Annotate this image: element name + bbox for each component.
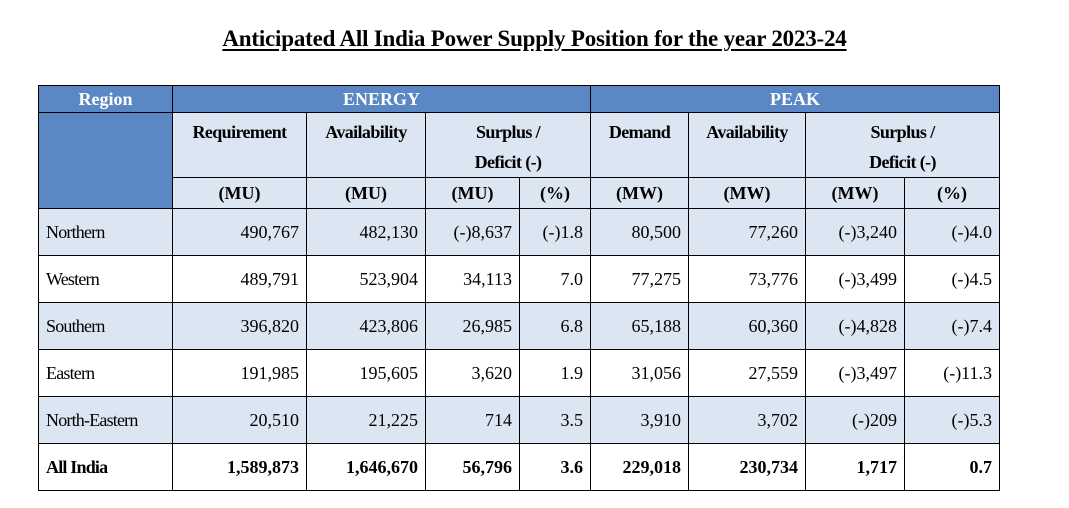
surplus-pct-cell: 3.5 xyxy=(518,396,592,444)
requirement-header: Requirement xyxy=(172,112,307,178)
energy-header: ENERGY xyxy=(171,85,592,113)
peak-surplus-cell: (-)3,499 xyxy=(805,255,906,303)
peak-header: PEAK xyxy=(590,85,1001,113)
peak-pct-cell: (-)5.3 xyxy=(904,396,1001,444)
requirement-cell: 396,820 xyxy=(172,302,307,350)
region-cell: All India xyxy=(38,443,173,491)
energy-surplus-header: Surplus / Deficit (-) xyxy=(424,112,592,178)
requirement-cell: 20,510 xyxy=(172,396,307,444)
unit-req: (MU) xyxy=(172,177,307,209)
peak-surplus-cell: (-)4,828 xyxy=(805,302,906,350)
surplus-cell: 34,113 xyxy=(425,255,520,303)
peak-availability-cell: 60,360 xyxy=(688,302,807,350)
region-cell: Northern xyxy=(38,208,173,256)
availability-cell: 195,605 xyxy=(306,349,426,397)
peak-surplus-cell: (-)209 xyxy=(805,396,906,444)
demand-cell: 80,500 xyxy=(590,208,690,256)
peak-availability-cell: 230,734 xyxy=(688,443,807,491)
table-row: North-Eastern 20,510 21,225 714 3.5 3,91… xyxy=(38,396,1001,444)
requirement-cell: 489,791 xyxy=(172,255,307,303)
peak-availability-cell: 27,559 xyxy=(688,349,807,397)
surplus-cell: 714 xyxy=(425,396,520,444)
requirement-cell: 1,589,873 xyxy=(172,443,307,491)
page-title: Anticipated All India Power Supply Posit… xyxy=(222,26,847,51)
peak-availability-cell: 77,260 xyxy=(688,208,807,256)
region-cell: Eastern xyxy=(38,349,173,397)
demand-cell: 3,910 xyxy=(590,396,690,444)
power-supply-table: Region ENERGY PEAK Requirement Availabil… xyxy=(38,85,1001,491)
availability-cell: 482,130 xyxy=(306,208,426,256)
energy-availability-header: Availability xyxy=(306,112,426,178)
region-cell: North-Eastern xyxy=(38,396,173,444)
peak-surplus-line2: Deficit (-) xyxy=(869,152,936,172)
unit-surplus-pct: (%) xyxy=(518,177,592,209)
energy-surplus-line1: Surplus / xyxy=(475,122,541,142)
peak-surplus-header: Surplus / Deficit (-) xyxy=(805,112,1001,178)
demand-cell: 65,188 xyxy=(590,302,690,350)
peak-surplus-cell: 1,717 xyxy=(805,443,906,491)
unit-peak-avail: (MW) xyxy=(688,177,807,209)
surplus-cell: (-)8,637 xyxy=(425,208,520,256)
peak-surplus-line1: Surplus / xyxy=(870,122,935,142)
table-row: Western 489,791 523,904 34,113 7.0 77,27… xyxy=(38,255,1001,303)
peak-availability-header: Availability xyxy=(688,112,807,178)
peak-surplus-cell: (-)3,240 xyxy=(805,208,906,256)
peak-availability-cell: 3,702 xyxy=(688,396,807,444)
surplus-pct-cell: 7.0 xyxy=(518,255,592,303)
peak-pct-cell: 0.7 xyxy=(904,443,1001,491)
region-header: Region xyxy=(38,85,173,113)
demand-header: Demand xyxy=(590,112,690,178)
surplus-pct-cell: 1.9 xyxy=(518,349,592,397)
region-cell: Southern xyxy=(38,302,173,350)
surplus-pct-cell: 3.6 xyxy=(518,443,592,491)
availability-cell: 423,806 xyxy=(306,302,426,350)
unit-avail: (MU) xyxy=(306,177,426,209)
surplus-pct-cell: 6.8 xyxy=(518,302,592,350)
peak-pct-cell: (-)7.4 xyxy=(904,302,1001,350)
unit-peak-pct: (%) xyxy=(904,177,1001,209)
demand-cell: 77,275 xyxy=(590,255,690,303)
unit-surplus-mw: (MW) xyxy=(805,177,906,209)
unit-demand: (MW) xyxy=(590,177,690,209)
surplus-pct-cell: (-)1.8 xyxy=(518,208,592,256)
requirement-cell: 490,767 xyxy=(172,208,307,256)
surplus-cell: 26,985 xyxy=(425,302,520,350)
demand-cell: 31,056 xyxy=(590,349,690,397)
availability-cell: 21,225 xyxy=(306,396,426,444)
region-cell: Western xyxy=(38,255,173,303)
unit-surplus-mu: (MU) xyxy=(425,177,520,209)
energy-surplus-line2: Deficit (-) xyxy=(474,152,542,172)
surplus-cell: 3,620 xyxy=(425,349,520,397)
peak-surplus-cell: (-)3,497 xyxy=(805,349,906,397)
peak-pct-cell: (-)4.5 xyxy=(904,255,1001,303)
table-row: Northern 490,767 482,130 (-)8,637 (-)1.8… xyxy=(38,208,1001,256)
peak-pct-cell: (-)11.3 xyxy=(904,349,1001,397)
table-row: Eastern 191,985 195,605 3,620 1.9 31,056… xyxy=(38,349,1001,397)
table-row: Southern 396,820 423,806 26,985 6.8 65,1… xyxy=(38,302,1001,350)
peak-availability-cell: 73,776 xyxy=(688,255,807,303)
availability-cell: 1,646,670 xyxy=(306,443,426,491)
peak-pct-cell: (-)4.0 xyxy=(904,208,1001,256)
surplus-cell: 56,796 xyxy=(425,443,520,491)
requirement-cell: 191,985 xyxy=(172,349,307,397)
region-header-fill xyxy=(38,112,173,209)
total-row: All India 1,589,873 1,646,670 56,796 3.6… xyxy=(38,443,1001,491)
demand-cell: 229,018 xyxy=(590,443,690,491)
availability-cell: 523,904 xyxy=(306,255,426,303)
